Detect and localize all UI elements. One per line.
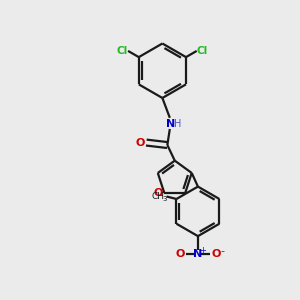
Text: O: O (176, 249, 185, 259)
Text: O: O (211, 249, 220, 259)
Text: O: O (153, 188, 163, 198)
Text: +: + (199, 246, 206, 255)
Text: Cl: Cl (196, 46, 208, 56)
Text: H: H (174, 119, 182, 129)
Text: CH: CH (152, 191, 164, 200)
Text: 3: 3 (163, 196, 167, 202)
Text: N: N (166, 119, 175, 129)
Text: Cl: Cl (117, 46, 128, 56)
Text: -: - (220, 246, 224, 256)
Text: O: O (135, 138, 145, 148)
Text: N: N (193, 249, 203, 259)
